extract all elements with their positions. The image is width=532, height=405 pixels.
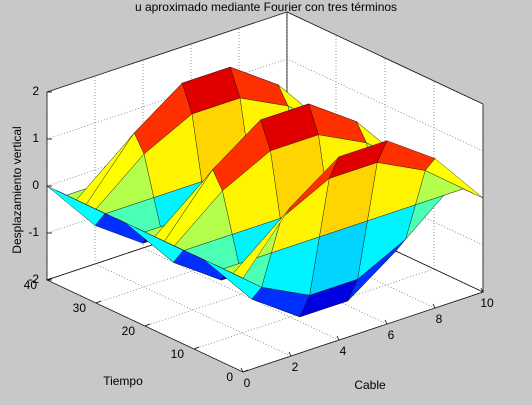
y-tick-label: 0 [226, 370, 233, 384]
tick-mark [242, 369, 249, 373]
tick-mark [193, 346, 200, 350]
grid-line [46, 11, 288, 93]
tick-mark [432, 303, 436, 309]
y-axis-label: Tiempo [103, 374, 143, 388]
tick-mark [95, 300, 102, 304]
chart-title: u aproximado mediante Fourier con tres t… [135, 0, 397, 14]
x-axis-label: Cable [354, 378, 386, 392]
y-tick-label: 30 [73, 301, 87, 315]
tick-mark [240, 367, 244, 373]
tick-mark [46, 277, 53, 281]
tick-mark [336, 335, 340, 341]
x-tick-label: 0 [244, 376, 251, 390]
grid-line [286, 11, 484, 105]
y-tick-label: 40 [24, 278, 38, 292]
tick-mark [288, 351, 292, 357]
x-tick-label: 4 [340, 344, 347, 358]
x-tick-label: 8 [436, 312, 443, 326]
tick-mark [480, 287, 484, 293]
z-tick-label: 2 [32, 84, 39, 98]
z-tick-label: 1 [32, 131, 39, 145]
x-tick-label: 10 [480, 296, 494, 310]
surface-face [232, 206, 292, 279]
z-axis-label: Desplazamiento vertical [10, 126, 24, 253]
tick-mark [384, 319, 388, 325]
x-tick-label: 6 [388, 328, 395, 342]
tick-mark [144, 323, 151, 327]
y-tick-label: 10 [171, 347, 185, 361]
y-tick-label: 20 [122, 324, 136, 338]
grid-line [94, 263, 292, 357]
grid-line [242, 291, 484, 373]
z-tick-label: 0 [32, 178, 39, 192]
x-tick-label: 2 [292, 360, 299, 374]
z-tick-label: -1 [28, 225, 39, 239]
z-tick-label: -2 [28, 272, 39, 286]
